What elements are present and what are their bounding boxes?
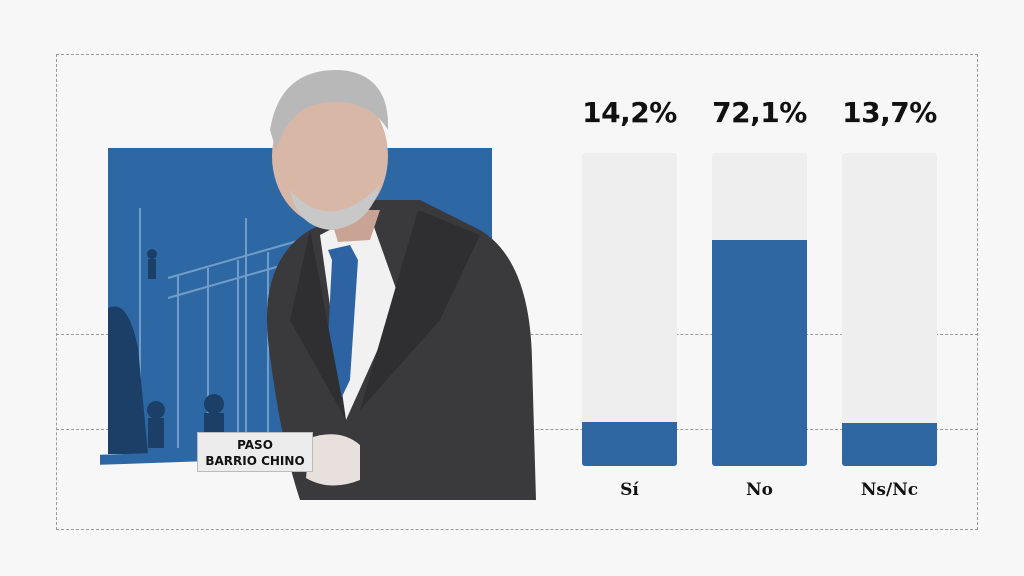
category-label: Ns/Nc [860,480,919,500]
chart-frame [56,54,978,530]
bar-value-label: 14,2% [582,96,677,129]
bar-value-label: 13,7% [842,96,937,129]
sign-line-1: PASO [237,438,273,452]
person-figure [266,69,536,500]
bar-track [842,153,937,466]
bar-track [582,153,677,466]
category-label: No [746,480,773,500]
bar [582,421,677,466]
sign-line-2: BARRIO CHINO [205,454,305,468]
category-label: Sí [620,480,639,500]
bar [842,423,937,466]
sign-placard: PASO BARRIO CHINO [197,432,313,472]
bar-value-label: 72,1% [712,96,807,129]
bar [712,240,807,466]
